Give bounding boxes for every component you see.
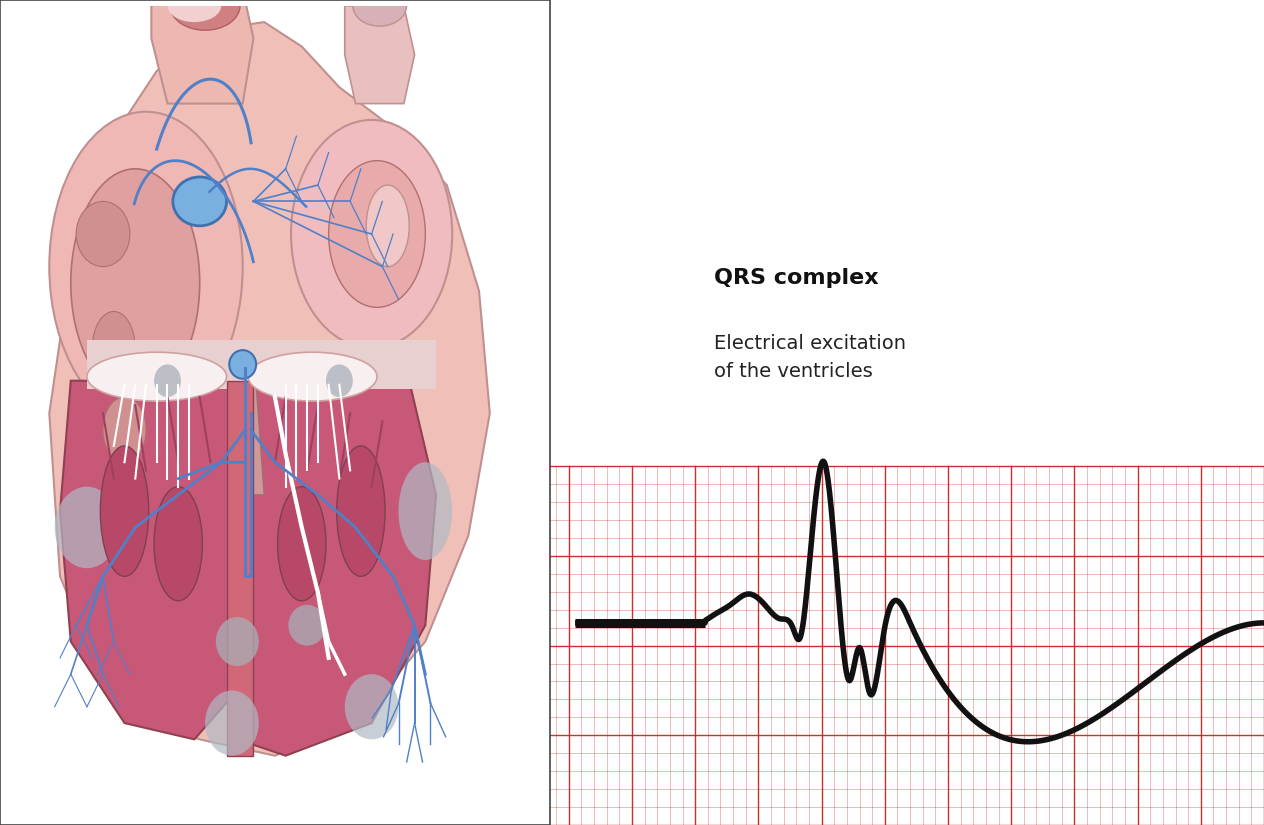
Ellipse shape xyxy=(87,352,226,401)
Bar xyxy=(87,340,436,389)
Ellipse shape xyxy=(171,0,240,31)
Polygon shape xyxy=(49,22,489,756)
Bar xyxy=(0,0,550,825)
Polygon shape xyxy=(61,380,238,739)
Ellipse shape xyxy=(92,311,135,384)
Ellipse shape xyxy=(173,177,226,226)
Polygon shape xyxy=(152,0,253,104)
Text: Electrical excitation
of the ventricles: Electrical excitation of the ventricles xyxy=(714,334,906,381)
Ellipse shape xyxy=(229,350,257,379)
Ellipse shape xyxy=(102,397,145,462)
Ellipse shape xyxy=(367,185,410,266)
Ellipse shape xyxy=(154,487,202,601)
Ellipse shape xyxy=(278,487,326,601)
Polygon shape xyxy=(238,380,436,756)
Ellipse shape xyxy=(288,605,326,646)
Ellipse shape xyxy=(291,120,453,348)
Ellipse shape xyxy=(76,201,130,266)
Ellipse shape xyxy=(398,462,453,560)
Polygon shape xyxy=(243,348,264,495)
Ellipse shape xyxy=(216,617,259,666)
Ellipse shape xyxy=(100,446,149,577)
Ellipse shape xyxy=(248,352,377,401)
Ellipse shape xyxy=(54,487,119,568)
Ellipse shape xyxy=(71,169,200,397)
Ellipse shape xyxy=(329,161,425,308)
Ellipse shape xyxy=(167,0,221,22)
Ellipse shape xyxy=(345,674,398,739)
Ellipse shape xyxy=(205,691,259,756)
Text: QRS complex: QRS complex xyxy=(714,268,878,288)
Polygon shape xyxy=(345,6,415,104)
Ellipse shape xyxy=(353,0,407,26)
Bar xyxy=(226,380,253,756)
Ellipse shape xyxy=(326,365,353,397)
Ellipse shape xyxy=(49,111,243,422)
Bar xyxy=(0,466,1264,825)
Ellipse shape xyxy=(336,446,386,577)
Ellipse shape xyxy=(154,365,181,397)
